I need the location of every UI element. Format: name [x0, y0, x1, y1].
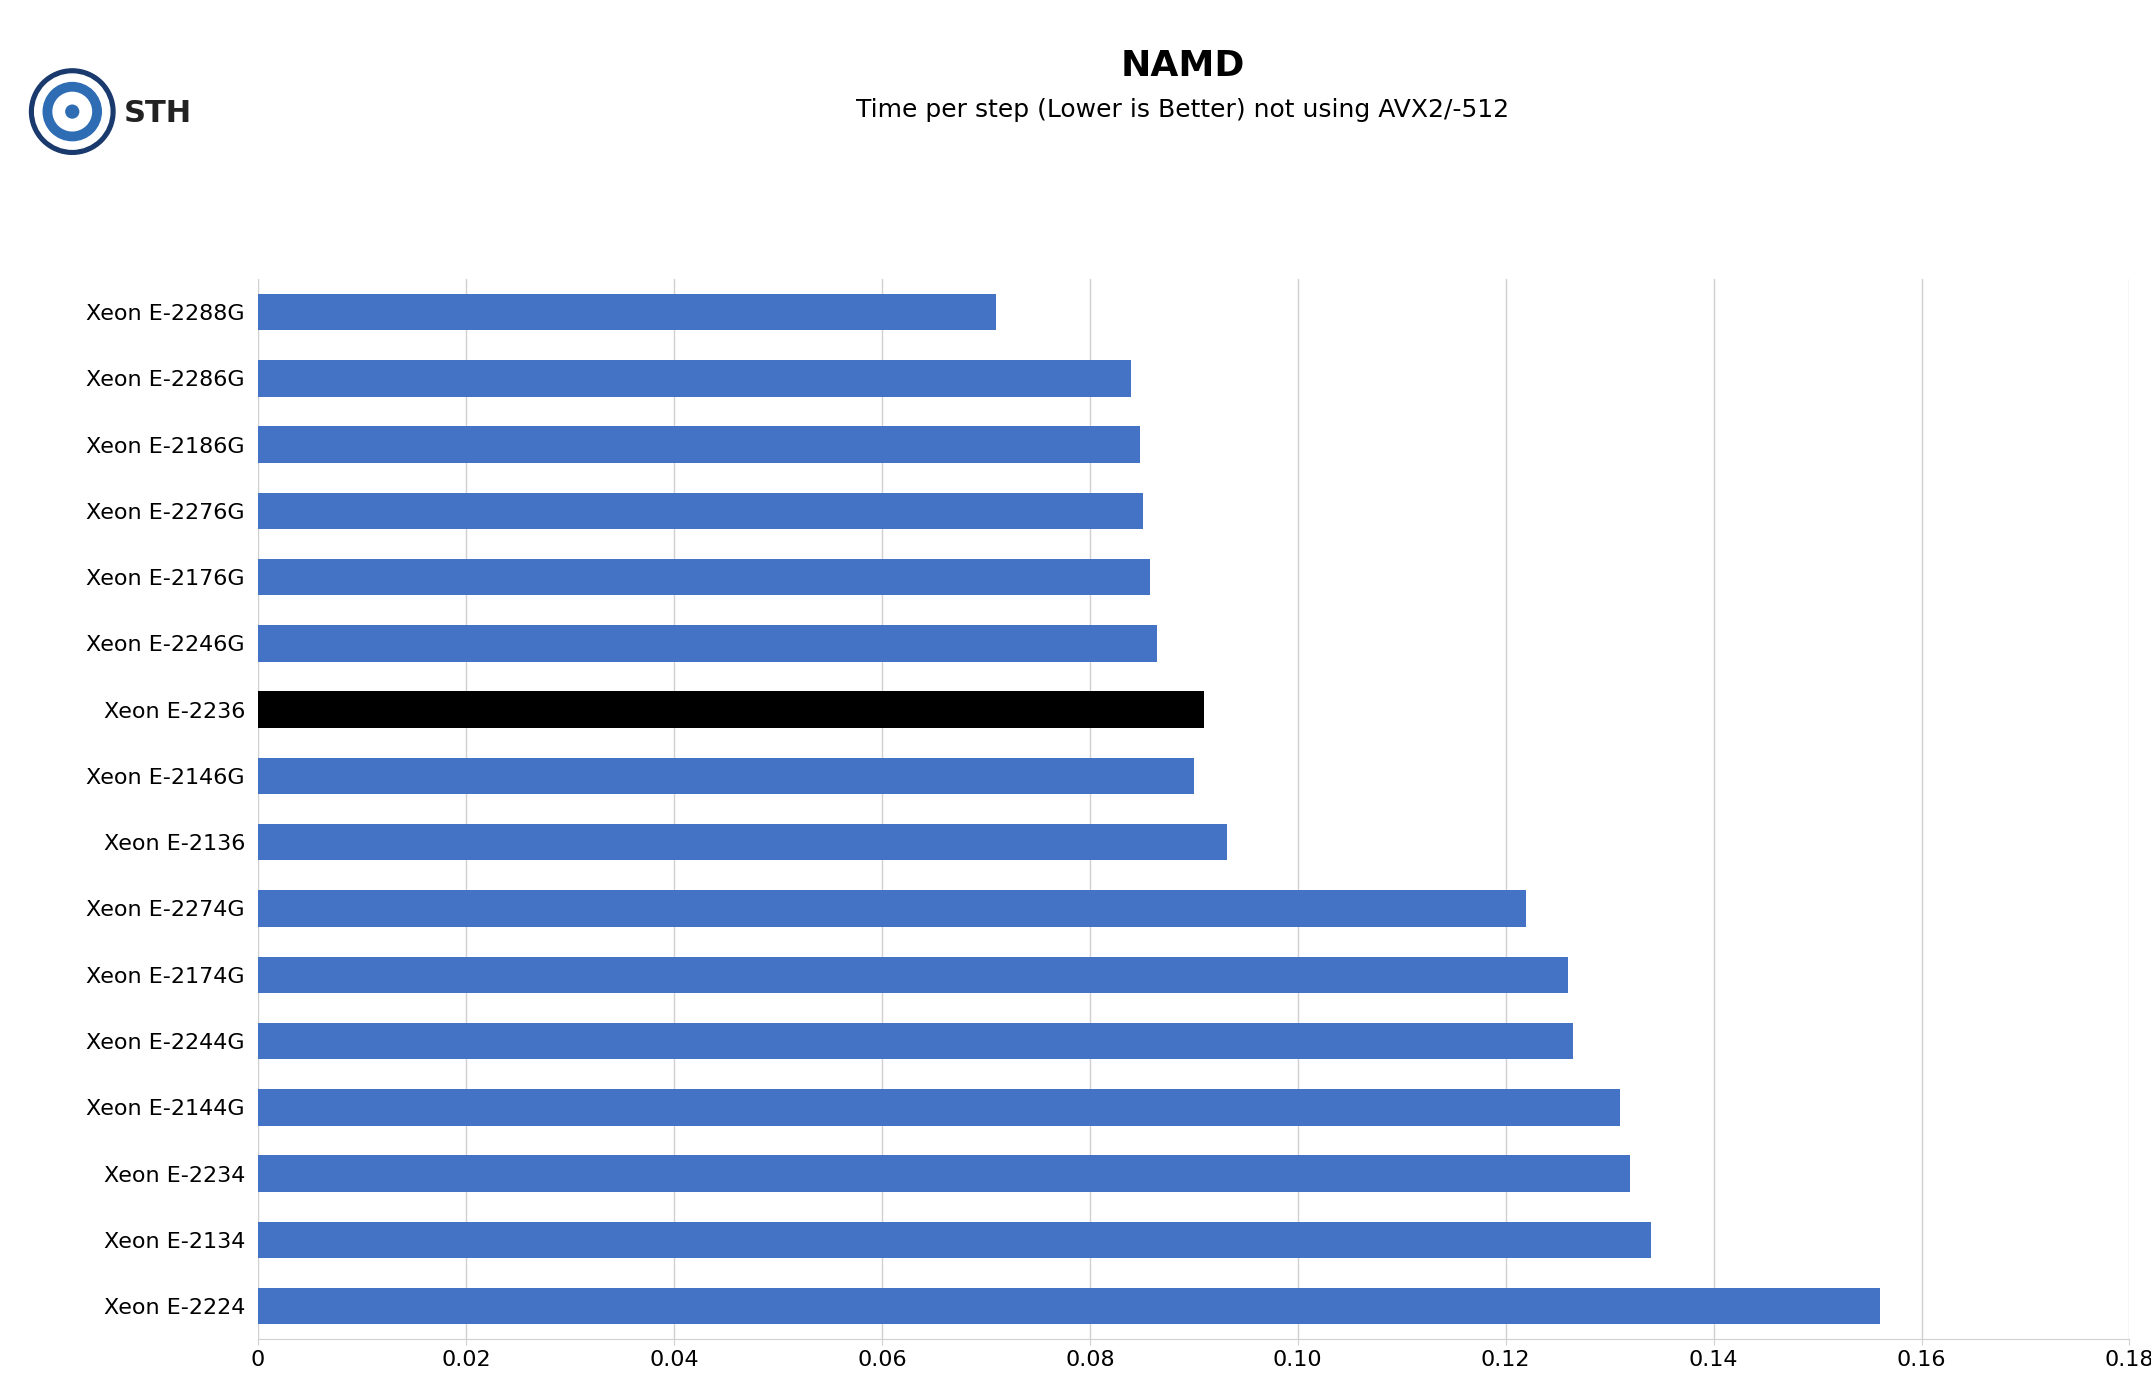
Circle shape	[54, 92, 92, 131]
Bar	[258, 757, 1194, 794]
Bar	[258, 692, 1205, 728]
Bar	[258, 559, 1151, 596]
Text: NAMD: NAMD	[1121, 49, 1245, 82]
Text: Time per step (Lower is Better) not using AVX2/-512: Time per step (Lower is Better) not usin…	[856, 98, 1510, 121]
Bar	[258, 957, 1568, 993]
Bar	[258, 1089, 1620, 1126]
Bar	[258, 1155, 1630, 1191]
Bar	[258, 890, 1527, 926]
Bar	[258, 1288, 1880, 1324]
Bar	[258, 824, 1226, 861]
Bar	[258, 294, 996, 331]
Bar	[258, 492, 1142, 529]
Text: STH: STH	[123, 99, 191, 128]
Circle shape	[43, 82, 101, 141]
Bar	[258, 1023, 1572, 1059]
Circle shape	[30, 68, 114, 155]
Bar	[258, 360, 1131, 396]
Circle shape	[34, 74, 110, 149]
Bar	[258, 427, 1140, 463]
Bar	[258, 625, 1157, 661]
Bar	[258, 1222, 1652, 1258]
Circle shape	[67, 105, 80, 119]
